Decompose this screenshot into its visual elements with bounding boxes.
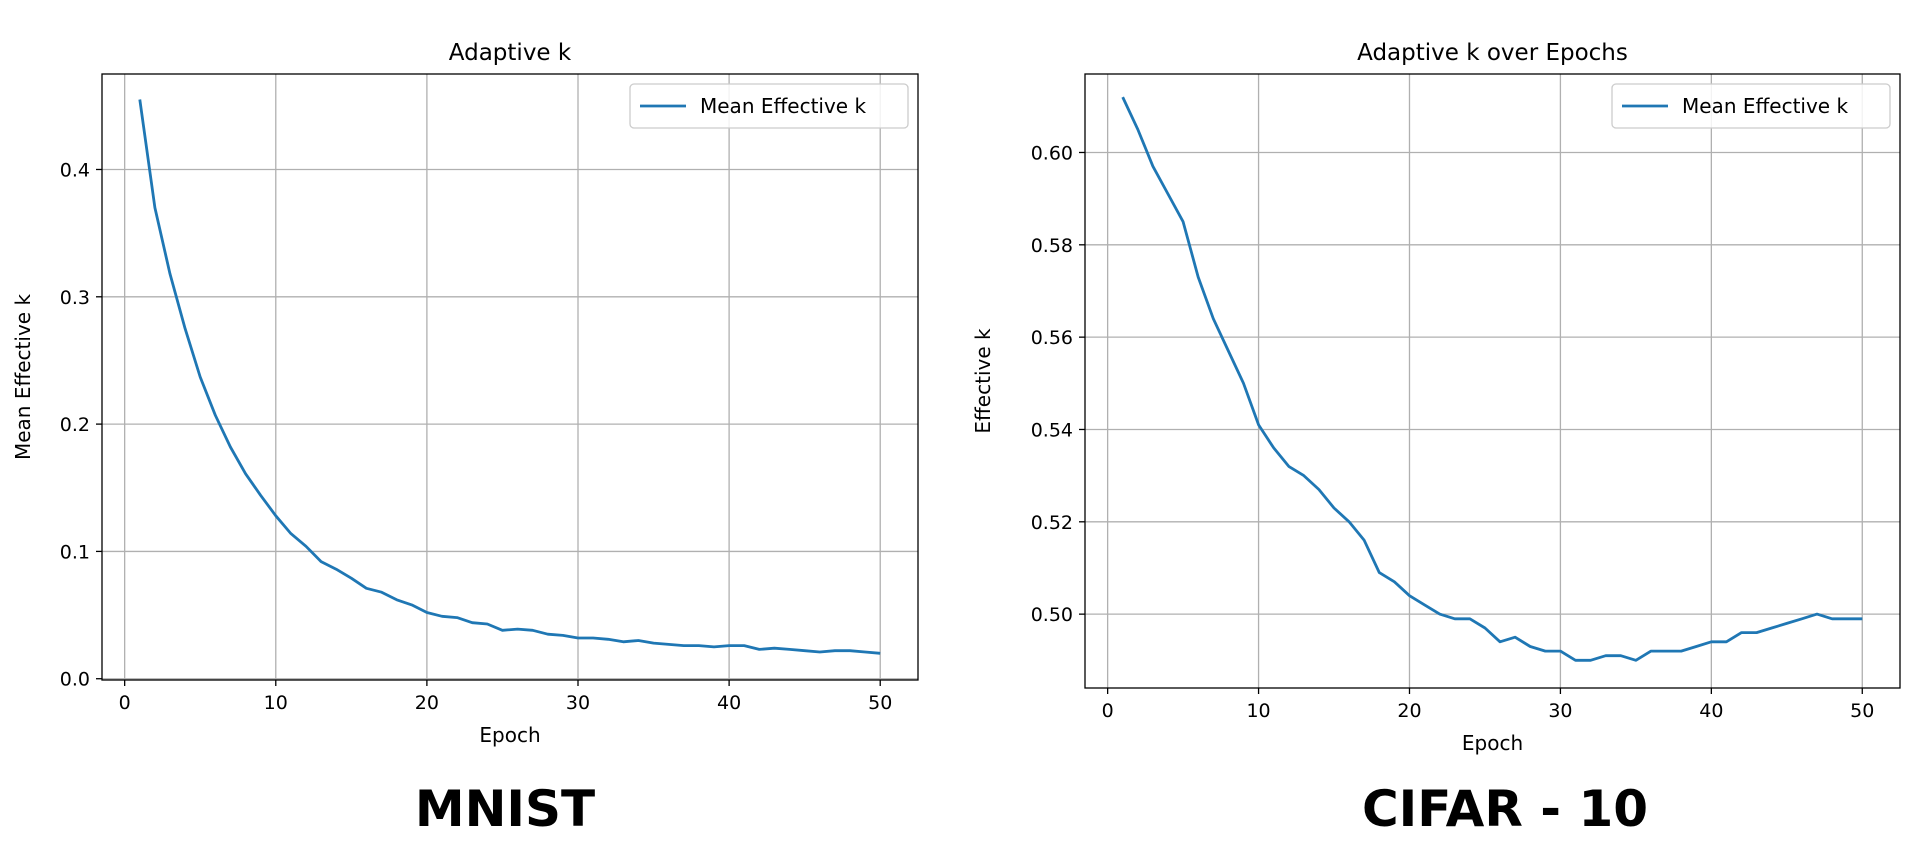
y-tick-label: 0.52 <box>1031 512 1073 534</box>
x-tick-label: 50 <box>1850 700 1874 722</box>
series-line <box>138 99 881 655</box>
y-tick-label: 0.58 <box>1031 235 1073 257</box>
x-tick-label: 10 <box>1246 700 1270 722</box>
y-tick-label: 0.56 <box>1031 327 1073 349</box>
y-tick-label: 0.2 <box>60 414 90 436</box>
legend-box <box>1611 83 1891 129</box>
x-tick-label: 0 <box>119 692 131 714</box>
x-tick-label: 20 <box>1397 700 1421 722</box>
chart-caption: CIFAR - 10 <box>1362 780 1648 838</box>
y-axis-label: Mean Effective k <box>11 294 35 460</box>
chart-1: 0 10 20 30 40 50 0.0 0.1 0.2 0.3 0.4 Adaptive k Epoc… <box>11 40 919 838</box>
y-tick-label: 0.60 <box>1031 142 1073 164</box>
x-tick-label: 0 <box>1102 700 1114 722</box>
x-tick-label: 30 <box>1548 700 1572 722</box>
x-tick-label: 50 <box>868 692 892 714</box>
y-tick-label: 0.3 <box>60 287 90 309</box>
x-axis-label: Epoch <box>1462 731 1523 755</box>
x-tick-label: 40 <box>1699 700 1723 722</box>
legend-box <box>629 83 909 129</box>
y-tick-label: 0.1 <box>60 541 90 563</box>
x-tick-label: 10 <box>264 692 288 714</box>
x-axis-label: Epoch <box>479 723 540 747</box>
x-tick-label: 30 <box>566 692 590 714</box>
y-tick-label: 0.0 <box>60 669 90 691</box>
y-tick-label: 0.4 <box>60 159 90 181</box>
x-tick-label: 40 <box>717 692 741 714</box>
chart-caption: MNIST <box>415 780 595 838</box>
legend-label: Mean Effective k <box>1682 94 1848 118</box>
legend-label: Mean Effective k <box>700 94 866 118</box>
chart-2: 0 10 20 30 40 50 0.50 0.52 0.54 0.56 0.58 0.60 Adapt… <box>971 40 1901 838</box>
series-line <box>1121 96 1863 662</box>
chart-title: Adaptive k <box>449 40 572 66</box>
plot-frame <box>101 73 919 681</box>
y-tick-label: 0.54 <box>1031 419 1073 441</box>
plot-frame <box>1084 73 1901 689</box>
chart-title: Adaptive k over Epochs <box>1357 40 1628 66</box>
x-tick-label: 20 <box>415 692 439 714</box>
y-tick-label: 0.50 <box>1031 604 1073 626</box>
y-axis-label: Effective k <box>971 328 995 434</box>
